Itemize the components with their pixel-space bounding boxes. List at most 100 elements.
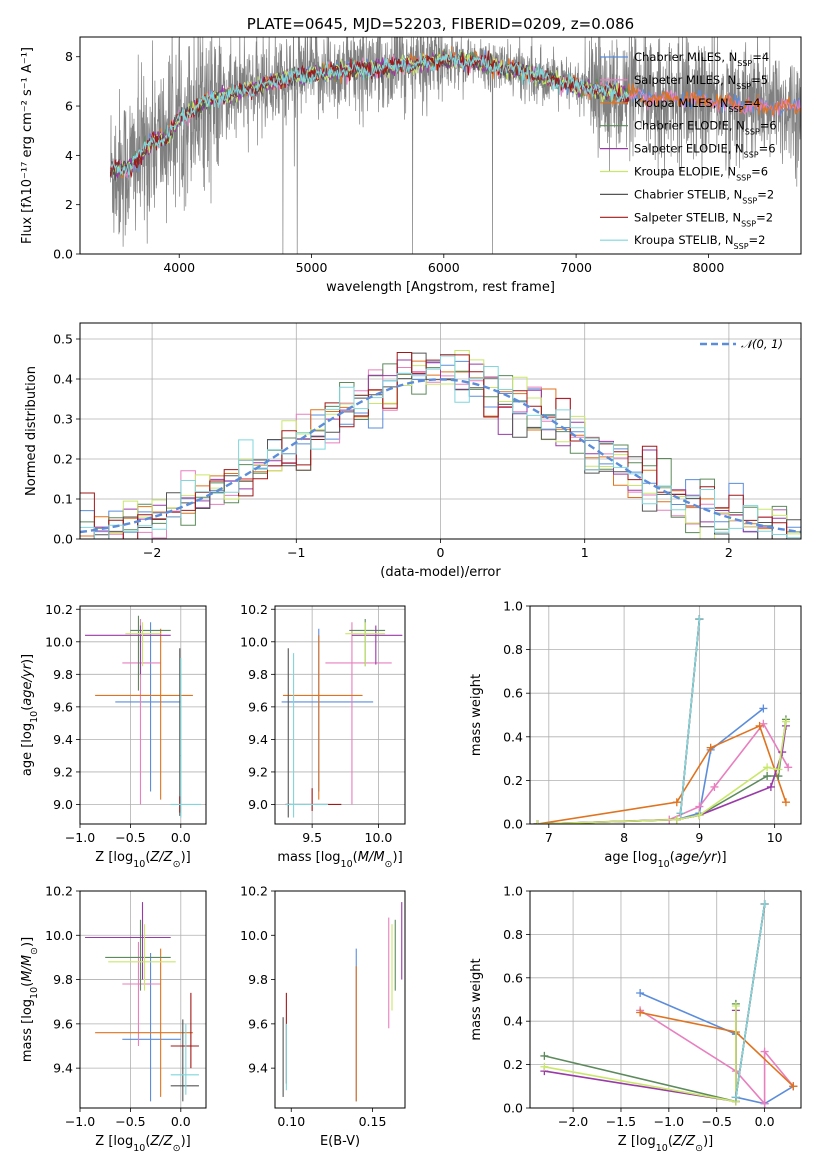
residual-histogram-kroupa_elodie bbox=[80, 350, 801, 539]
weight_vs_Z-xtick-label: −2.0 bbox=[558, 1114, 588, 1129]
age_vs_mass-ytick-label: 9.0 bbox=[248, 797, 268, 812]
weight_vs_Z-ytick-label: 0.2 bbox=[503, 1057, 523, 1072]
weight-marker-kroupa_elodie bbox=[763, 763, 772, 772]
spectrum-legend: Chabrier MILES, NSSP=4 Salpeter MILES, NS… bbox=[600, 50, 777, 251]
weight_vs_age-xlabel: age [log10(age/yr)] bbox=[604, 850, 726, 870]
residuals-ytick-label: 0.2 bbox=[53, 452, 73, 467]
age_vs_Z-ytick-label: 9.0 bbox=[53, 797, 73, 812]
spectrum-panel: 4000 5000 6000 7000 8000 0.0 2 4 6 8 wavelength [A… bbox=[20, 36, 802, 295]
normal-legend-label: 𝒩(0, 1) bbox=[741, 337, 783, 351]
legend-label-salpeter_stelib: Salpeter STELIB, NSSP=2 bbox=[634, 210, 773, 228]
weight-marker-chabrier_elodie bbox=[540, 1051, 549, 1060]
weight-line-kroupa_stelib bbox=[679, 619, 701, 814]
residual-histogram-kroupa_stelib bbox=[80, 355, 801, 539]
age_vs_Z-ytick-label: 9.8 bbox=[53, 667, 73, 682]
weight-marker-salpeter_miles bbox=[695, 802, 704, 811]
legend-label-chabrier_miles: Chabrier MILES, NSSP=4 bbox=[634, 50, 769, 68]
spectrum-ytick-label: 8 bbox=[65, 49, 73, 64]
legend-label-chabrier_elodie: Chabrier ELODIE, NSSP=6 bbox=[634, 119, 777, 137]
spectrum-xtick-label: 8000 bbox=[692, 260, 724, 275]
mass_vs_Z-xtick-label: −0.5 bbox=[115, 1114, 145, 1129]
age_vs_Z-ytick-label: 10.0 bbox=[45, 634, 73, 649]
mass_vs_Z-ytick-label: 10.0 bbox=[45, 928, 73, 943]
mass_vs_ebv-ytick-label: 10.0 bbox=[240, 928, 268, 943]
weight_vs_Z-ytick-label: 0.8 bbox=[503, 927, 523, 942]
weight-marker-chabrier_elodie bbox=[763, 772, 772, 781]
weight_vs_age-plot-area bbox=[533, 615, 793, 824]
mass_vs_Z-ytick-label: 9.4 bbox=[53, 1061, 73, 1076]
weight_vs_age-panel: 7 8 9 10 0.0 0.2 0.4 0.6 0.8 1.0 age [log10(age/yr… bbox=[469, 599, 802, 870]
age_vs_Z-plot-area bbox=[85, 615, 201, 818]
weight-marker-chabrier_miles bbox=[636, 988, 645, 997]
mass_vs_Z-xtick-label: 0.0 bbox=[171, 1114, 191, 1129]
age_vs_mass-ytick-label: 9.4 bbox=[248, 732, 268, 747]
age_vs_mass-plot-area bbox=[281, 619, 403, 818]
mass_vs_Z-ytick-label: 9.8 bbox=[53, 972, 73, 987]
age_vs_Z-xtick-label: −1.0 bbox=[65, 830, 95, 845]
normal-distribution-curve bbox=[80, 378, 801, 534]
weight-marker-kroupa_miles bbox=[789, 1082, 798, 1091]
weight-marker-kroupa_miles bbox=[755, 721, 764, 730]
weight-marker-salpeter_miles bbox=[710, 782, 719, 791]
weight_vs_Z-ytick-label: 0.6 bbox=[503, 970, 523, 985]
age_vs_mass-ytick-label: 9.8 bbox=[248, 667, 268, 682]
legend-label-kroupa_miles: Kroupa MILES, NSSP=4 bbox=[634, 96, 760, 114]
weight_vs_Z-plot-area bbox=[540, 900, 798, 1108]
weight-marker-salpeter_miles bbox=[784, 763, 793, 772]
weight-marker-kroupa_elodie bbox=[540, 1062, 549, 1071]
model-spectrum-salpeter_stelib bbox=[109, 50, 630, 178]
weight-marker-salpeter_miles bbox=[760, 1047, 769, 1056]
weight_vs_age-xtick-label: 8 bbox=[620, 830, 628, 845]
weight_vs_age-ytick-label: 0.6 bbox=[503, 686, 523, 701]
age_vs_mass-ytick-label: 10.0 bbox=[240, 634, 268, 649]
mass_vs_ebv-panel: 0.10 0.15 9.4 9.6 9.8 10.0 10.2 E(B-V) bbox=[240, 884, 406, 1149]
age_vs_Z-ytick-label: 9.6 bbox=[53, 699, 73, 714]
weight_vs_age-xtick-label: 9 bbox=[695, 830, 703, 845]
age_vs_mass-xtick-label: 9.5 bbox=[302, 830, 322, 845]
age_vs_mass-ytick-label: 10.2 bbox=[240, 602, 268, 617]
weight_vs_Z-xtick-label: −1.5 bbox=[606, 1114, 636, 1129]
weight-marker-kroupa_elodie bbox=[731, 1002, 740, 1011]
weight-marker-kroupa_miles bbox=[672, 798, 681, 807]
weight-line-kroupa_stelib bbox=[735, 903, 766, 1098]
weight-marker-kroupa_miles bbox=[706, 743, 715, 752]
weight-line-kroupa_elodie bbox=[537, 721, 787, 824]
residuals-ytick-label: 0.1 bbox=[53, 492, 73, 507]
mass_vs_ebv-ytick-label: 9.6 bbox=[248, 1016, 268, 1031]
chart-title: PLATE=0645, MJD=52203, FIBERID=0209, z=0… bbox=[247, 15, 634, 33]
weight-line-kroupa_miles bbox=[537, 724, 787, 824]
residuals-xtick-label: 1 bbox=[581, 545, 589, 560]
residuals-ytick-label: 0.4 bbox=[53, 372, 73, 387]
weight_vs_age-ylabel: mass weight bbox=[469, 674, 484, 756]
age_vs_Z-xtick-label: 0.0 bbox=[171, 830, 191, 845]
mass_vs_Z-plot-area bbox=[85, 902, 199, 1102]
weight_vs_Z-xtick-label: −0.5 bbox=[702, 1114, 732, 1129]
weight_vs_Z-ylabel: mass weight bbox=[469, 958, 484, 1040]
residuals-frame bbox=[79, 322, 802, 540]
age_vs_Z-ytick-label: 9.4 bbox=[53, 732, 73, 747]
spectrum-xlabel: wavelength [Angstrom, rest frame] bbox=[326, 280, 555, 295]
weight_vs_Z-xlabel: Z [log10(Z/Z⊙)] bbox=[618, 1134, 713, 1154]
spectrum-xtick-label: 5000 bbox=[296, 260, 328, 275]
mass_vs_Z-frame bbox=[79, 890, 207, 1109]
residuals-ytick-label: 0.0 bbox=[53, 532, 73, 547]
weight_vs_age-xtick-label: 10 bbox=[767, 830, 783, 845]
mass_vs_ebv-xtick-label: 0.15 bbox=[359, 1114, 387, 1129]
spectrum-frame bbox=[79, 36, 802, 255]
age_vs_Z-frame bbox=[79, 605, 207, 825]
spectrum-xtick-label: 4000 bbox=[163, 260, 195, 275]
weight_vs_age-ytick-label: 0.2 bbox=[503, 773, 523, 788]
mass_vs_ebv-xtick-label: 0.10 bbox=[277, 1114, 305, 1129]
weight_vs_Z-panel: −2.0 −1.5 −1.0 −0.5 0.0 0.0 0.2 0.4 0.6 0.8 1.0 Z [… bbox=[469, 884, 802, 1154]
residuals-xtick-label: −2 bbox=[143, 545, 161, 560]
residuals-plot-area bbox=[80, 350, 801, 539]
weight_vs_age-ytick-label: 1.0 bbox=[503, 599, 523, 614]
weight_vs_Z-ytick-label: 0.4 bbox=[503, 1014, 523, 1029]
age_vs_mass-frame bbox=[274, 605, 406, 825]
weight-marker-salpeter_elodie bbox=[766, 782, 775, 791]
age_vs_Z-xlabel: Z [log10(Z/Z⊙)] bbox=[95, 850, 190, 870]
spectrum-ytick-label: 2 bbox=[65, 197, 73, 212]
age_vs_Z-ylabel: age [log10(age/yr)] bbox=[20, 654, 40, 776]
age_vs_mass-ytick-label: 9.2 bbox=[248, 764, 268, 779]
